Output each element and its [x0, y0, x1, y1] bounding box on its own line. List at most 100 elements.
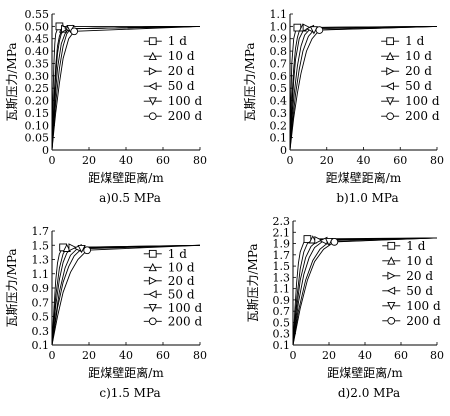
legend-marker [386, 37, 394, 46]
y-tick-label: 1.1 [32, 268, 50, 281]
y-tick-label: 0.1 [270, 132, 288, 145]
x-tick-label: 60 [156, 349, 170, 362]
legend-label: 20 d [168, 64, 195, 78]
legend-marker [148, 276, 158, 285]
y-tick-label: 0.6 [270, 70, 288, 83]
y-tick-label: 0.40 [25, 45, 50, 58]
y-tick-label: 1.7 [32, 225, 50, 238]
legend-marker [386, 286, 396, 295]
y-tick-label: 0.05 [25, 132, 50, 145]
legend-marker [385, 82, 394, 91]
y-tick-label: 0.10 [25, 119, 50, 132]
y-tick-label: 1.5 [32, 239, 50, 252]
legend-label: 10 d [406, 254, 433, 268]
legend-marker [148, 112, 157, 121]
y-tick-label: 2.3 [273, 215, 291, 228]
y-tick-label: 0.3 [270, 107, 288, 120]
y-tick-label: 1.9 [273, 238, 291, 251]
y-tick-label: 1.7 [273, 249, 291, 262]
legend-marker [387, 256, 396, 265]
legend-label: 100 d [405, 94, 440, 108]
y-tick-label: 0.7 [270, 57, 288, 70]
x-tick-label: 60 [156, 154, 170, 167]
chart-panel-2: 00.10.20.30.40.50.60.70.80.91.01.10 20 40 6… [243, 8, 444, 205]
y-tick-label: 0.7 [273, 305, 291, 318]
legend-label: 50 d [406, 284, 433, 298]
legend-label: 20 d [406, 269, 433, 283]
y-tick-label: 0.1 [273, 339, 291, 352]
y-tick-label: 0.9 [32, 282, 50, 295]
legend-label: 10 d [168, 49, 195, 63]
y-tick-label: 1.5 [273, 260, 291, 273]
x-axis-label: 距煤壁距离/m [326, 170, 402, 185]
x-tick-label: 40 [358, 349, 372, 362]
y-tick-label: 1.3 [32, 254, 50, 267]
x-tick-label: 20 [322, 349, 336, 362]
x-tick-label: 20 [320, 154, 334, 167]
y-tick-label: 0.7 [32, 296, 50, 309]
y-tick-label: 0.5 [270, 82, 288, 95]
x-tick-label: 60 [394, 349, 408, 362]
x-tick-label: 20 [82, 349, 96, 362]
series-marker-20d [302, 23, 311, 32]
y-tick-label: 0.3 [273, 328, 291, 341]
legend-label: 200 d [405, 109, 440, 123]
legend-label: 50 d [168, 79, 195, 93]
series-marker-200d [315, 26, 324, 34]
y-tick-label: 0.15 [25, 107, 50, 120]
x-tick-label: 0 [287, 154, 294, 167]
panel-caption: b)1.0 MPa [336, 191, 398, 205]
y-axis-label: 瓦斯压力/MPa [243, 42, 257, 121]
legend-marker [386, 67, 395, 76]
x-tick-label: 0 [49, 349, 56, 362]
series-marker-20d [68, 243, 77, 252]
x-axis-label: 距煤壁距离/m [327, 365, 403, 380]
y-tick-label: 0.3 [32, 325, 50, 338]
x-tick-label: 40 [119, 349, 133, 362]
y-tick-label: 0.5 [32, 311, 50, 324]
y-tick-label: 0 [42, 144, 49, 157]
legend-marker [387, 241, 396, 250]
legend-marker [386, 97, 395, 106]
legend-marker [148, 262, 157, 272]
panel-caption: c)1.5 MPa [99, 386, 160, 400]
legend-label: 200 d [168, 109, 203, 123]
legend-marker [386, 51, 395, 61]
y-tick-label: 1.1 [270, 8, 288, 21]
legend-label: 200 d [406, 314, 441, 328]
legend-label: 10 d [405, 49, 432, 63]
x-tick-label: 80 [430, 349, 444, 362]
y-tick-label: 0.5 [273, 316, 291, 329]
x-tick-label: 40 [357, 154, 371, 167]
x-axis-label: 距煤壁距离/m [88, 365, 164, 380]
legend-label: 100 d [168, 301, 203, 315]
y-tick-label: 0.9 [273, 294, 291, 307]
chart-panel-1: 00.050.100.150.200.250.300.350.400.450.5… [5, 8, 207, 205]
y-tick-label: 1.0 [270, 20, 288, 33]
series-marker-200d [70, 27, 79, 36]
legend-label: 100 d [168, 94, 203, 108]
y-tick-label: 0.55 [25, 8, 50, 21]
chart-panel-4: 0.10.30.50.70.91.11.31.51.71.92.12.3 0 20 4… [246, 215, 444, 400]
legend-marker [148, 51, 157, 61]
y-tick-label: 0.45 [25, 33, 50, 46]
legend-label: 50 d [405, 79, 432, 93]
y-axis-label: 瓦斯压力/MPa [5, 248, 19, 327]
x-axis-label: 距煤壁距离/m [88, 170, 164, 185]
series-marker-100d [77, 244, 86, 254]
x-tick-label: 80 [193, 349, 207, 362]
legend-label: 100 d [406, 299, 441, 313]
panel-caption: d)2.0 MPa [338, 386, 400, 400]
y-tick-label: 0.25 [25, 82, 50, 95]
legend-marker [387, 271, 396, 280]
y-tick-label: 0.30 [25, 70, 50, 83]
y-tick-label: 0.2 [270, 119, 288, 132]
y-tick-label: 0 [280, 144, 287, 157]
panel-caption: a)0.5 MPa [99, 191, 161, 205]
y-tick-label: 1.1 [273, 283, 291, 296]
y-tick-label: 0.35 [25, 57, 50, 70]
legend-marker [386, 112, 394, 121]
legend-marker [387, 316, 396, 325]
x-tick-label: 80 [193, 154, 207, 167]
